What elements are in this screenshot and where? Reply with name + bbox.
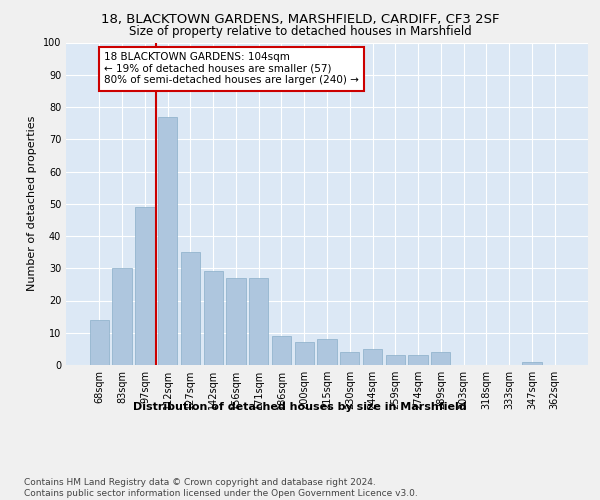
- Text: Size of property relative to detached houses in Marshfield: Size of property relative to detached ho…: [128, 25, 472, 38]
- Bar: [249, 278, 268, 365]
- Bar: [363, 349, 382, 365]
- Bar: [295, 342, 314, 365]
- Bar: [181, 252, 200, 365]
- Bar: [340, 352, 359, 365]
- Bar: [158, 116, 178, 365]
- Bar: [226, 278, 245, 365]
- Bar: [135, 207, 155, 365]
- Bar: [317, 339, 337, 365]
- Bar: [112, 268, 132, 365]
- Bar: [272, 336, 291, 365]
- Text: Contains HM Land Registry data © Crown copyright and database right 2024.
Contai: Contains HM Land Registry data © Crown c…: [24, 478, 418, 498]
- Bar: [203, 272, 223, 365]
- Text: Distribution of detached houses by size in Marshfield: Distribution of detached houses by size …: [133, 402, 467, 412]
- Text: 18, BLACKTOWN GARDENS, MARSHFIELD, CARDIFF, CF3 2SF: 18, BLACKTOWN GARDENS, MARSHFIELD, CARDI…: [101, 12, 499, 26]
- Bar: [386, 356, 405, 365]
- Text: 18 BLACKTOWN GARDENS: 104sqm
← 19% of detached houses are smaller (57)
80% of se: 18 BLACKTOWN GARDENS: 104sqm ← 19% of de…: [104, 52, 359, 86]
- Y-axis label: Number of detached properties: Number of detached properties: [27, 116, 37, 292]
- Bar: [409, 356, 428, 365]
- Bar: [522, 362, 542, 365]
- Bar: [90, 320, 109, 365]
- Bar: [431, 352, 451, 365]
